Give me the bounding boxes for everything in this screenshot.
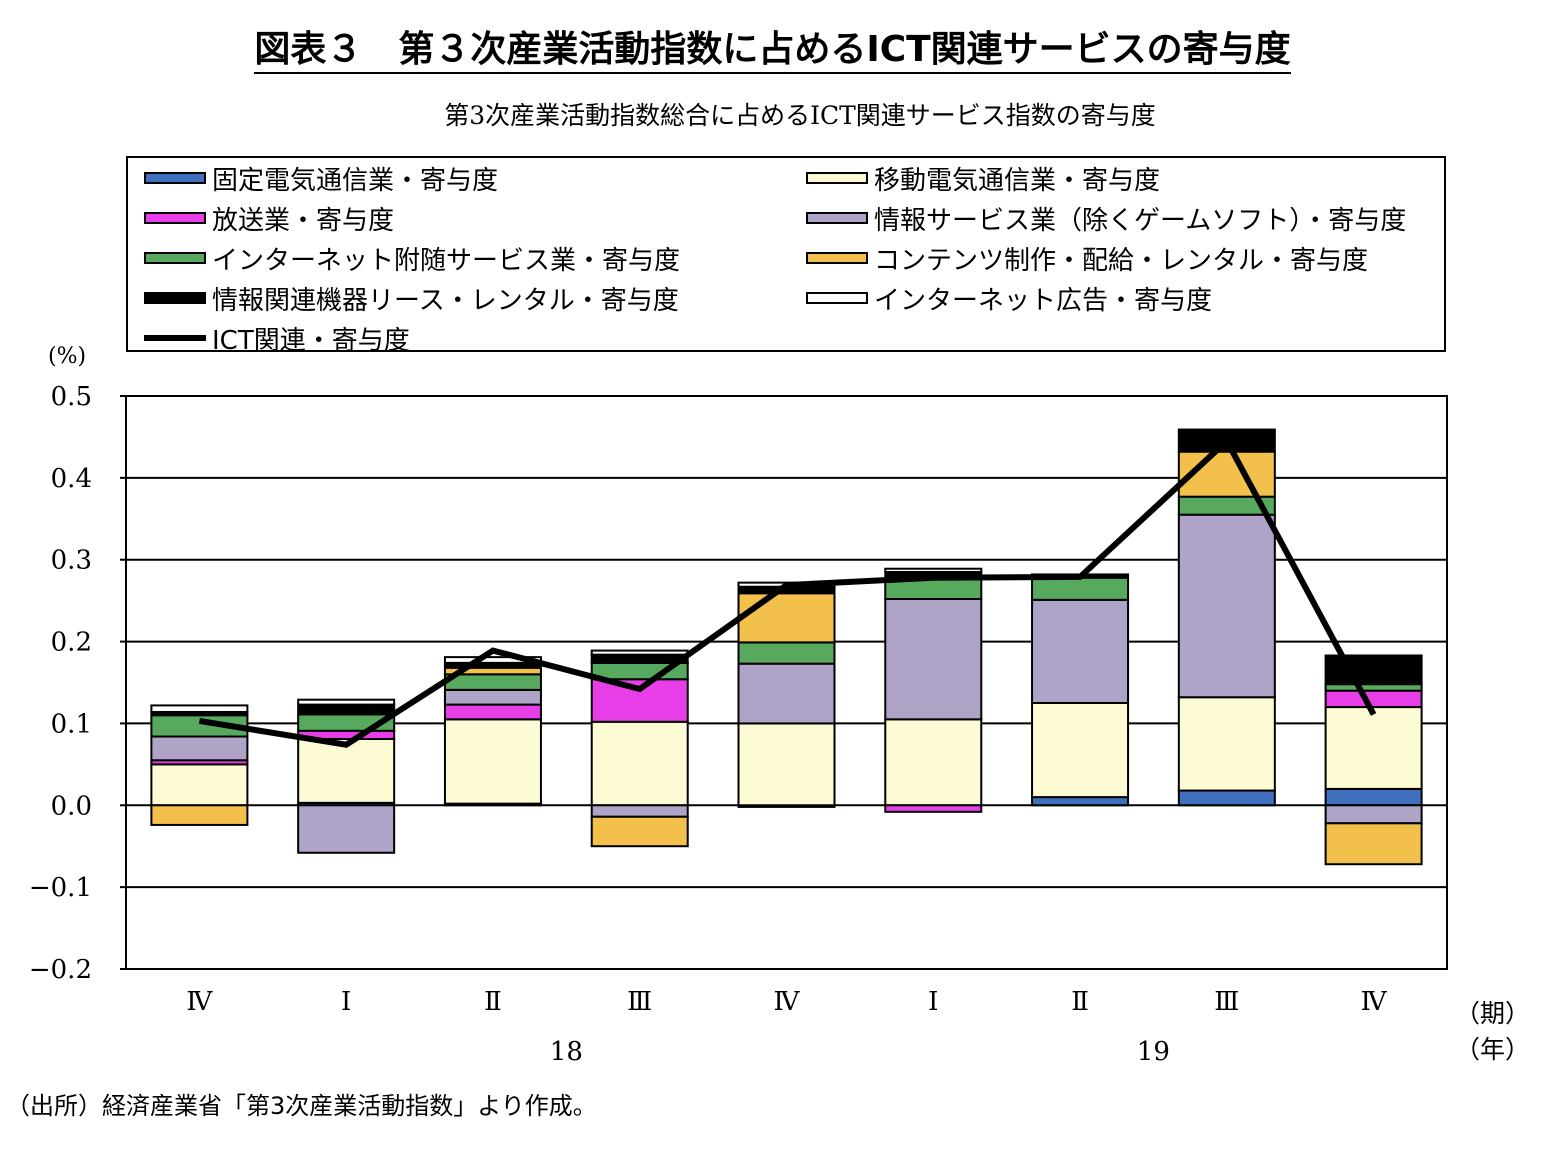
bar-segment <box>1177 513 1276 699</box>
bar-segment <box>1324 804 1423 825</box>
bar-segment <box>443 673 542 691</box>
legend-item: 情報関連機器リース・レンタル・寄与度 <box>144 280 679 316</box>
y-tick-label: 0.4 <box>51 464 92 494</box>
legend-label: 情報関連機器リース・レンタル・寄与度 <box>212 285 679 316</box>
bar-segment <box>1177 789 1276 807</box>
y-tick-label: 0.2 <box>51 628 92 658</box>
legend-label: コンテンツ制作・配給・レンタル・寄与度 <box>874 245 1369 276</box>
y-tick-label: 0.5 <box>51 382 92 412</box>
legend-swatch <box>144 252 206 264</box>
legend-swatch <box>806 252 868 264</box>
year-label: 19 <box>1137 1037 1170 1067</box>
legend-label: 固定電気通信業・寄与度 <box>212 165 499 196</box>
legend-label: 放送業・寄与度 <box>212 205 395 236</box>
bar-segment <box>590 804 689 818</box>
bar-segment <box>1324 787 1423 807</box>
bar-segment <box>297 698 396 706</box>
year-label: 18 <box>550 1037 583 1067</box>
y-axis-unit-label: (%) <box>48 344 87 369</box>
bar-segment <box>150 704 249 713</box>
x-tick-label: Ⅰ <box>341 987 351 1017</box>
y-tick-label: −0.1 <box>29 873 92 903</box>
y-tick-label: 0.1 <box>51 709 92 739</box>
legend-swatch <box>806 212 868 224</box>
legend-swatch <box>806 172 868 184</box>
bar-segment <box>1031 576 1130 601</box>
x-tick-label: Ⅲ <box>627 987 652 1017</box>
bar-segment <box>297 804 396 854</box>
x-tick-label: Ⅱ <box>484 987 502 1017</box>
legend-label: インターネット附随サービス業・寄与度 <box>212 245 681 276</box>
bar-segment <box>150 804 249 826</box>
legend-swatch <box>144 292 206 304</box>
legend-label: ICT関連・寄与度 <box>212 325 410 356</box>
legend-item: インターネット広告・寄与度 <box>806 280 1212 316</box>
y-tick-label: −0.2 <box>29 955 92 985</box>
chart-legend: 固定電気通信業・寄与度 移動電気通信業・寄与度放送業・寄与度 情報サービス業（除くゲ… <box>126 156 1446 356</box>
bar-segment <box>884 598 983 721</box>
x-axis-year-label: （年） <box>1455 1035 1530 1064</box>
x-tick-label: Ⅲ <box>1214 987 1239 1017</box>
bar-segment <box>884 804 983 813</box>
legend-swatch <box>144 172 206 184</box>
bar-segment <box>1031 598 1130 704</box>
bar-segment <box>1324 706 1423 790</box>
bar-segment <box>443 688 542 706</box>
bar-segment <box>150 763 249 807</box>
legend-item: 移動電気通信業・寄与度 <box>806 160 1160 196</box>
bar-segment <box>1324 689 1423 709</box>
legend-item: 固定電気通信業・寄与度 <box>144 160 498 196</box>
legend-line-swatch <box>144 335 206 341</box>
chart-title: 第3次産業活動指数総合に占めるICT関連サービス指数の寄与度 <box>444 101 1156 130</box>
x-tick-label: Ⅳ <box>1361 987 1388 1017</box>
bar-segment <box>1031 796 1130 807</box>
legend-swatch <box>806 292 868 304</box>
bar-segment <box>1324 822 1423 866</box>
bar-segment <box>590 649 689 656</box>
x-tick-label: Ⅰ <box>928 987 938 1017</box>
bar-segment <box>443 656 542 664</box>
legend-item: インターネット附随サービス業・寄与度 <box>144 240 680 276</box>
bar-segment <box>737 592 836 644</box>
figure-title: 図表３ 第３次産業活動指数に占めるICT関連サービスの寄与度 <box>0 20 1545 74</box>
bar-segment <box>1324 654 1423 686</box>
x-tick-label: Ⅳ <box>774 987 801 1017</box>
legend-item: 情報サービス業（除くゲームソフト）・寄与度 <box>806 200 1406 236</box>
legend-item: 放送業・寄与度 <box>144 200 394 236</box>
bar-segment <box>443 703 542 721</box>
legend-item: コンテンツ制作・配給・レンタル・寄与度 <box>806 240 1368 276</box>
y-tick-label: 0.3 <box>51 546 92 576</box>
legend-item-line: ICT関連・寄与度 <box>144 320 410 356</box>
bar-segment <box>737 722 836 807</box>
bar-segment <box>297 737 396 804</box>
legend-label: 情報サービス業（除くゲームソフト）・寄与度 <box>874 205 1407 236</box>
figure-title-text: 図表３ 第３次産業活動指数に占めるICT関連サービスの寄与度 <box>254 29 1291 74</box>
legend-label: 移動電気通信業・寄与度 <box>874 165 1161 196</box>
x-tick-label: Ⅱ <box>1071 987 1089 1017</box>
bar-segment <box>1177 696 1276 792</box>
bar-segment <box>443 718 542 805</box>
bar-segment <box>737 641 836 665</box>
legend-label: インターネット広告・寄与度 <box>874 285 1213 316</box>
bar-segment <box>1031 701 1130 799</box>
bar-segment <box>884 567 983 573</box>
bar-segment <box>884 718 983 807</box>
bar-segment <box>150 735 249 762</box>
bar-segment <box>590 815 689 848</box>
legend-swatch <box>144 212 206 224</box>
source-note: （出所）経済産業省「第3次産業活動指数」より作成。 <box>6 1092 597 1120</box>
y-tick-label: 0.0 <box>51 791 92 821</box>
bar-segment <box>590 720 689 807</box>
bar-segment <box>297 703 396 716</box>
x-axis-period-label: （期） <box>1455 999 1530 1028</box>
bar-segment <box>737 662 836 725</box>
x-tick-label: Ⅳ <box>186 987 213 1017</box>
